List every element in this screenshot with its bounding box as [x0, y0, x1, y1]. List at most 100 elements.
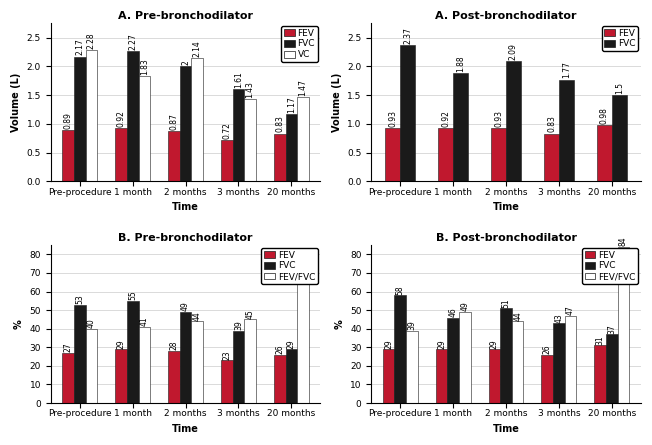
Bar	[541, 355, 553, 403]
Bar	[192, 321, 203, 403]
X-axis label: Time: Time	[172, 202, 199, 212]
Bar	[221, 360, 233, 403]
Bar	[127, 301, 138, 403]
Text: 45: 45	[246, 309, 255, 319]
Bar	[491, 128, 506, 181]
Title: A. Post-bronchodilator: A. Post-bronchodilator	[436, 11, 577, 21]
Text: 29: 29	[490, 339, 499, 348]
Legend: FEV, FVC, VC: FEV, FVC, VC	[281, 26, 318, 62]
Bar	[192, 58, 203, 181]
Bar	[74, 304, 85, 403]
X-axis label: Time: Time	[172, 424, 199, 434]
Bar	[274, 355, 286, 403]
Bar	[115, 129, 127, 181]
Text: 27: 27	[64, 343, 73, 352]
Text: 1.83: 1.83	[140, 58, 149, 75]
Bar	[221, 140, 233, 181]
Text: 0.93: 0.93	[494, 110, 503, 127]
Bar	[286, 114, 297, 181]
Text: 37: 37	[607, 324, 616, 334]
Text: 58: 58	[396, 285, 405, 295]
Bar	[544, 134, 559, 181]
Bar	[488, 349, 500, 403]
Bar	[115, 349, 127, 403]
Text: 49: 49	[460, 302, 469, 312]
Bar	[74, 57, 85, 181]
Text: 29: 29	[384, 339, 393, 348]
Text: 41: 41	[140, 317, 149, 326]
Text: 23: 23	[222, 350, 231, 360]
Bar	[286, 349, 297, 403]
Title: B. Pre-bronchodilator: B. Pre-bronchodilator	[119, 233, 253, 243]
Bar	[500, 308, 512, 403]
X-axis label: Time: Time	[493, 202, 520, 212]
Bar	[127, 51, 138, 181]
Text: 0.83: 0.83	[547, 116, 556, 133]
Text: 29: 29	[117, 339, 126, 348]
Text: 0.72: 0.72	[222, 122, 231, 139]
Bar	[85, 329, 97, 403]
Bar	[447, 318, 459, 403]
Text: 26: 26	[275, 344, 284, 354]
Text: 0.98: 0.98	[600, 107, 609, 124]
Text: 2.09: 2.09	[509, 43, 518, 60]
Text: 1.88: 1.88	[456, 56, 465, 72]
Bar	[436, 349, 447, 403]
Text: 55: 55	[128, 291, 137, 300]
Text: 51: 51	[501, 298, 511, 308]
Bar	[297, 271, 309, 403]
Text: 43: 43	[554, 313, 563, 323]
Text: 26: 26	[543, 344, 552, 354]
Text: 31: 31	[596, 335, 604, 345]
X-axis label: Time: Time	[493, 424, 520, 434]
Text: 46: 46	[449, 307, 458, 317]
Text: 1.43: 1.43	[246, 81, 255, 98]
Text: 1.5: 1.5	[615, 82, 624, 94]
Text: 1.47: 1.47	[299, 79, 308, 96]
Bar	[168, 351, 180, 403]
Bar	[595, 345, 606, 403]
Bar	[385, 128, 400, 181]
Text: 0.89: 0.89	[64, 112, 73, 129]
Text: 39: 39	[408, 320, 417, 330]
Bar	[559, 80, 574, 181]
Bar	[180, 312, 192, 403]
Text: 1.17: 1.17	[287, 96, 296, 113]
Text: 0.92: 0.92	[117, 110, 126, 127]
Text: 44: 44	[193, 311, 201, 321]
Legend: FEV, FVC, FEV/FVC: FEV, FVC, FEV/FVC	[582, 248, 638, 284]
Bar	[597, 125, 612, 181]
Bar	[453, 73, 468, 181]
Text: 1.61: 1.61	[234, 71, 243, 88]
Text: 84: 84	[619, 237, 628, 247]
Bar	[138, 327, 150, 403]
Bar	[512, 321, 524, 403]
Bar	[394, 295, 406, 403]
Text: 49: 49	[181, 302, 190, 312]
Bar	[63, 353, 74, 403]
Bar	[506, 61, 521, 181]
Title: A. Pre-bronchodilator: A. Pre-bronchodilator	[118, 11, 253, 21]
Bar	[406, 331, 418, 403]
Text: 29: 29	[437, 339, 446, 348]
Bar	[297, 97, 309, 181]
Bar	[244, 99, 256, 181]
Bar	[553, 323, 565, 403]
Text: 0.93: 0.93	[389, 110, 397, 127]
Y-axis label: Volume (L): Volume (L)	[11, 73, 21, 132]
Bar	[63, 130, 74, 181]
Bar	[168, 131, 180, 181]
Text: 44: 44	[513, 311, 522, 321]
Text: 2.28: 2.28	[87, 32, 96, 49]
Bar	[438, 129, 453, 181]
Text: 0.92: 0.92	[441, 110, 451, 127]
Bar	[606, 334, 617, 403]
Bar	[459, 312, 471, 403]
Bar	[383, 349, 394, 403]
Bar	[138, 76, 150, 181]
Y-axis label: Volume (L): Volume (L)	[332, 73, 342, 132]
Y-axis label: %: %	[334, 319, 344, 329]
Bar	[274, 134, 286, 181]
Text: 40: 40	[87, 319, 96, 328]
Legend: FEV, FVC: FEV, FVC	[602, 26, 638, 51]
